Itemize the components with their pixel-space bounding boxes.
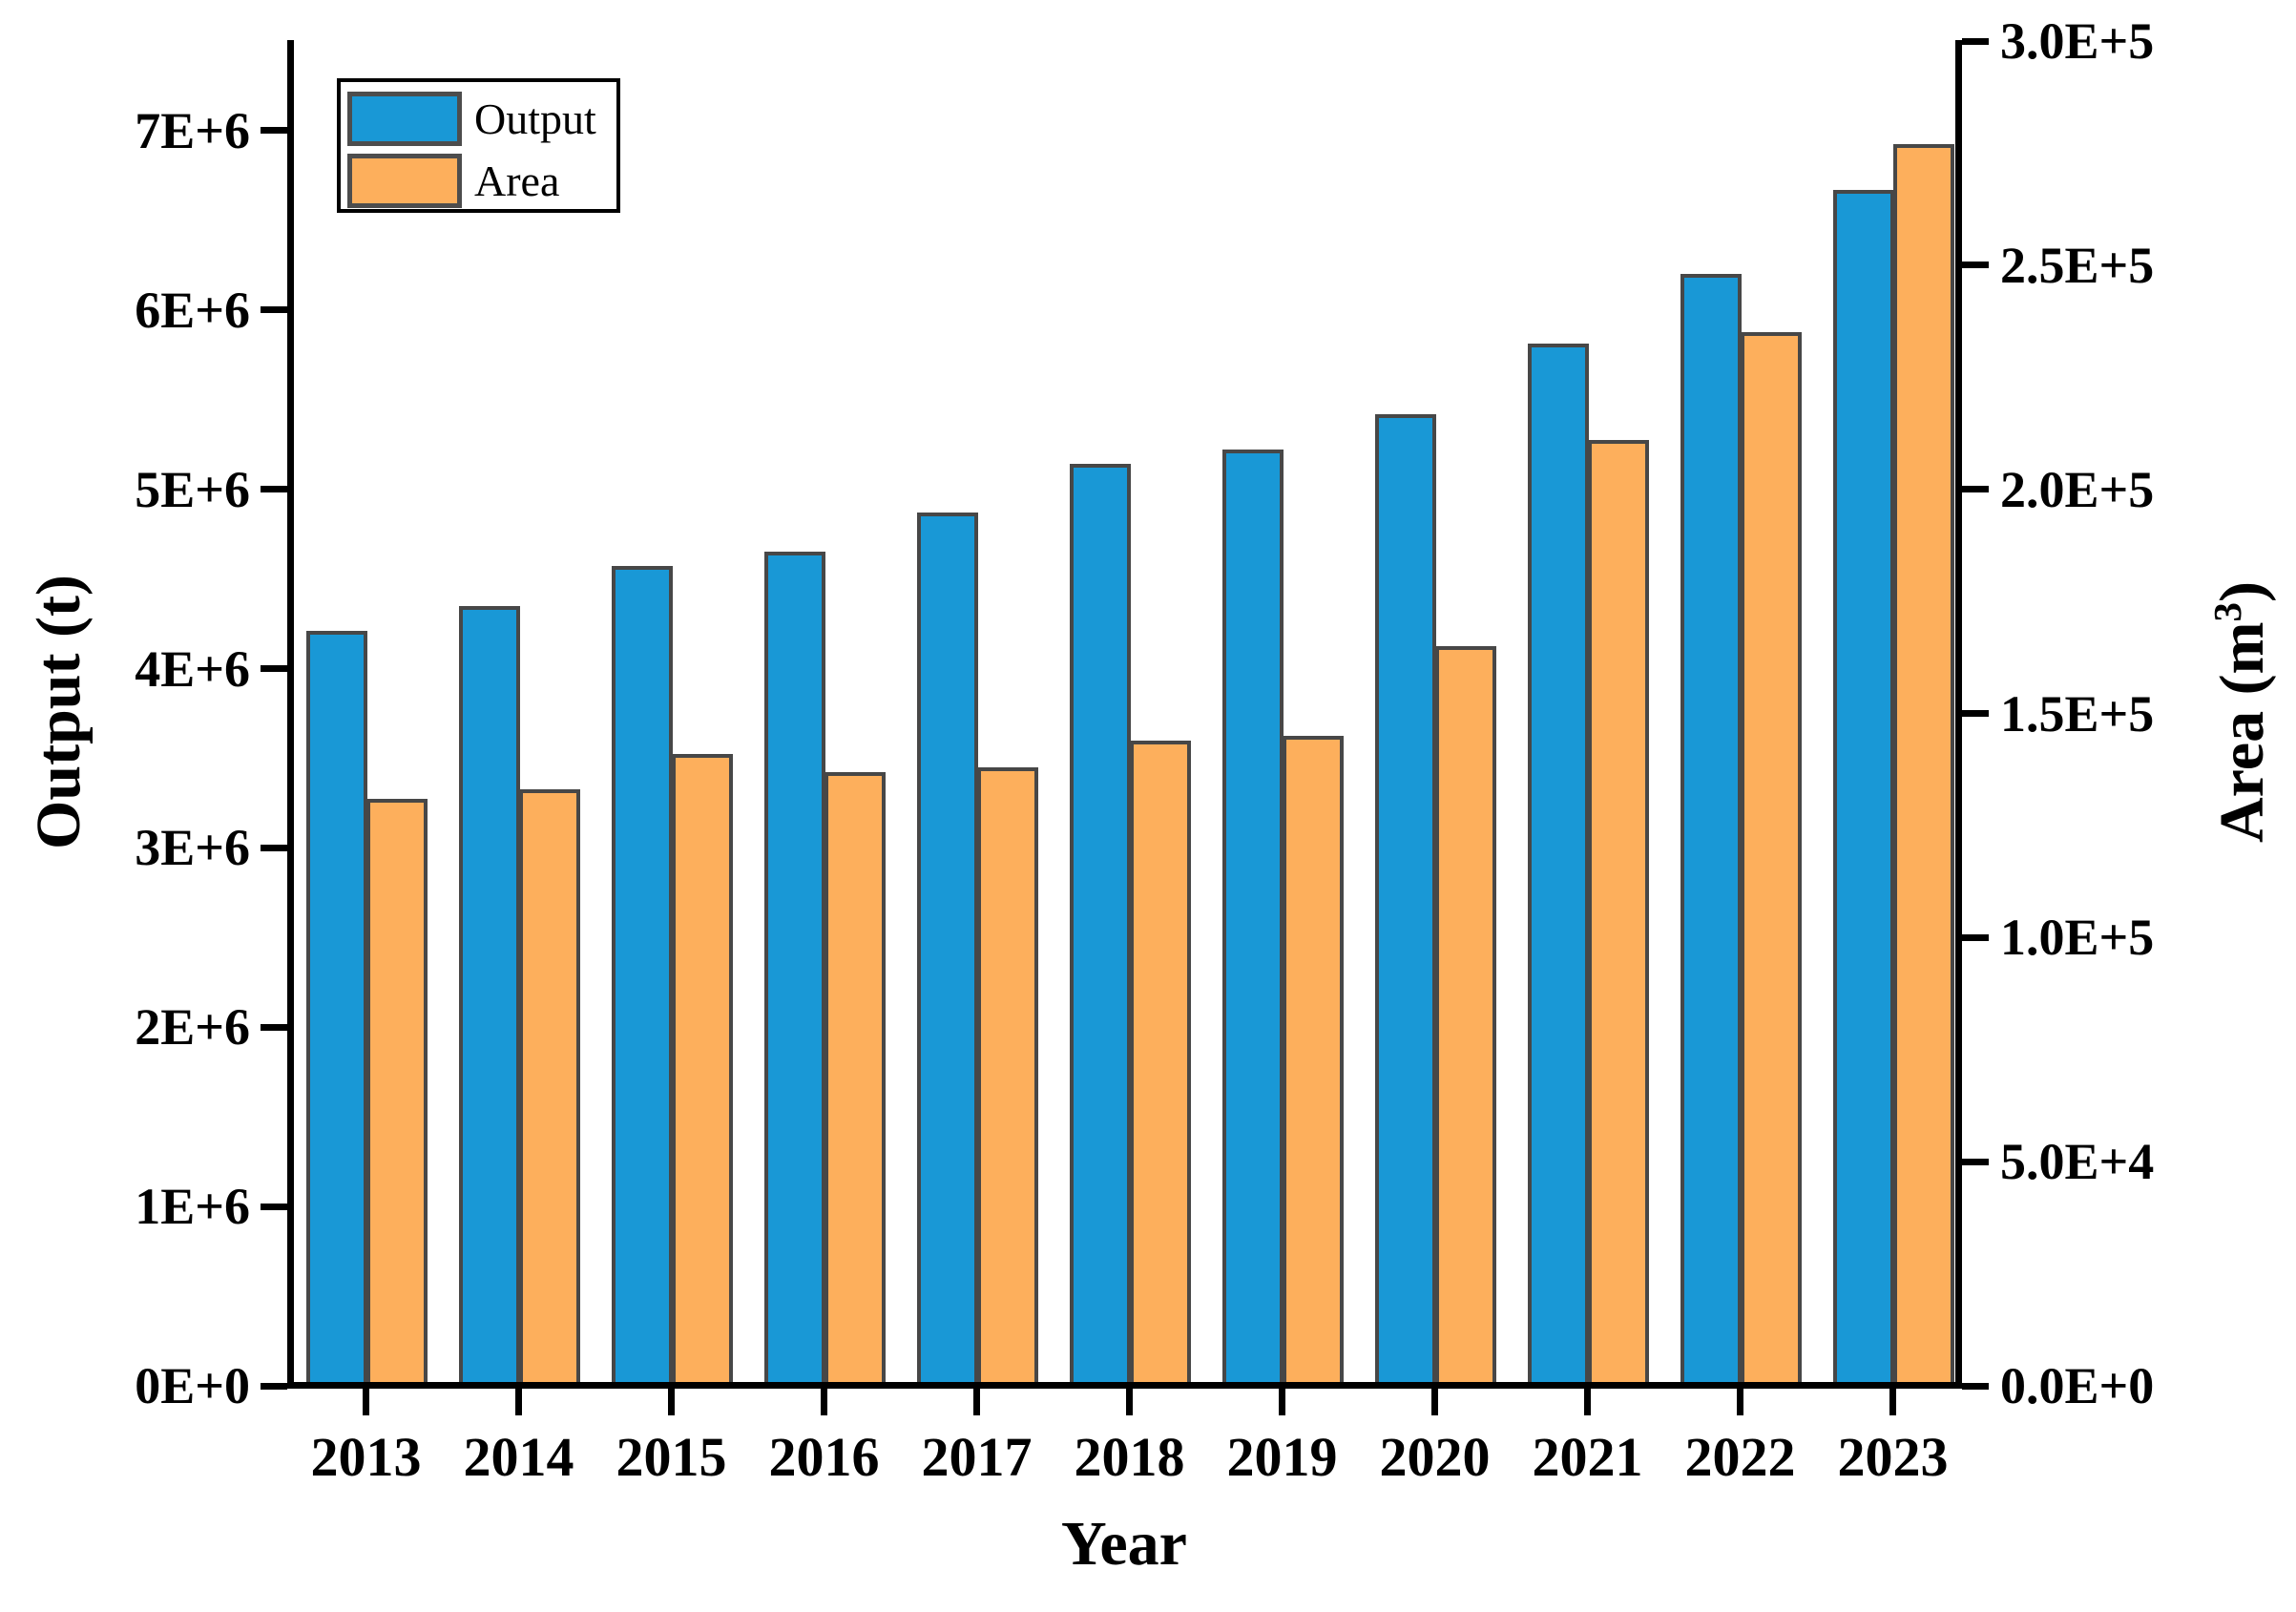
legend-label-area: Area (474, 157, 560, 205)
y-axis-right-title-sup: 3 (2206, 602, 2249, 622)
x-tick-label-2019: 2019 (1226, 1426, 1338, 1488)
bar-output-2018 (1069, 464, 1131, 1389)
legend-swatch-area (347, 154, 462, 208)
bar-area-2020 (1434, 646, 1496, 1389)
y-left-tick-2E+6 (261, 1023, 287, 1031)
y-right-tick-2.5E+5 (1962, 262, 1989, 269)
y-left-tick-0E+0 (261, 1382, 287, 1390)
y-right-tick-label-0.0E+0: 0.0E+0 (2000, 1357, 2155, 1414)
x-tick-label-2021: 2021 (1532, 1426, 1643, 1488)
bar-area-2013 (365, 798, 428, 1389)
y-axis-right-title-post: ) (2207, 581, 2277, 603)
x-axis-title: Year (933, 1506, 1315, 1582)
x-tick-label-2023: 2023 (1837, 1426, 1949, 1488)
y-left-tick-5E+6 (261, 486, 287, 493)
y-right-tick-label-5.0E+4: 5.0E+4 (2000, 1133, 2155, 1191)
legend-label-output: Output (474, 94, 596, 143)
x-tick-label-2014: 2014 (463, 1426, 574, 1488)
y-left-tick-4E+6 (261, 665, 287, 673)
bar-output-2019 (1221, 450, 1284, 1389)
y-axis-left-title-text: Output (t) (24, 575, 94, 849)
y-right-tick-label-3.0E+5: 3.0E+5 (2000, 12, 2155, 70)
y-axis-right-title-pre: Area (m (2207, 621, 2277, 843)
x-tick-2013 (363, 1389, 369, 1415)
y-right-tick-label-1.5E+5: 1.5E+5 (2000, 684, 2155, 743)
y-right-tick-1.0E+5 (1962, 933, 1989, 941)
x-tick-2016 (821, 1389, 827, 1415)
x-tick-label-2020: 2020 (1379, 1426, 1491, 1488)
y-right-tick-label-1.0E+5: 1.0E+5 (2000, 909, 2155, 967)
x-tick-2014 (515, 1389, 522, 1415)
y-left-tick-6E+6 (261, 306, 287, 314)
y-left-tick-label-1E+6: 1E+6 (135, 1178, 250, 1236)
bar-output-2017 (916, 513, 978, 1389)
y-right-tick-label-2.5E+5: 2.5E+5 (2000, 236, 2155, 294)
y-right-tick-1.5E+5 (1962, 710, 1989, 717)
bar-output-2014 (458, 605, 520, 1389)
x-tick-2023 (1889, 1389, 1896, 1415)
y-axis-left-title: Output (t) (21, 426, 97, 998)
y-left-tick-label-2E+6: 2E+6 (135, 998, 250, 1057)
bar-area-2014 (518, 789, 580, 1389)
y-right-tick-0.0E+0 (1962, 1382, 1989, 1390)
y-axis-right-title: Area (m3) (2204, 426, 2281, 998)
bar-area-2019 (1282, 735, 1344, 1389)
y-left-tick-3E+6 (261, 844, 287, 851)
bar-output-2013 (305, 631, 367, 1389)
bar-output-2021 (1527, 344, 1589, 1389)
x-axis-line (287, 1382, 1962, 1389)
x-tick-label-2022: 2022 (1684, 1426, 1796, 1488)
x-tick-2018 (1126, 1389, 1133, 1415)
legend-swatch-output (347, 92, 462, 146)
y-left-tick-7E+6 (261, 127, 287, 135)
bar-output-2015 (611, 566, 673, 1389)
bar-area-2017 (976, 766, 1038, 1389)
bar-area-2023 (1892, 144, 1954, 1389)
x-tick-2021 (1584, 1389, 1591, 1415)
bar-area-2016 (824, 771, 886, 1389)
y-right-tick-3.0E+5 (1962, 37, 1989, 45)
bar-output-2023 (1832, 189, 1894, 1389)
x-tick-2017 (973, 1389, 980, 1415)
bar-output-2016 (763, 552, 825, 1389)
y-left-tick-label-6E+6: 6E+6 (135, 281, 250, 339)
y-left-tick-label-7E+6: 7E+6 (135, 101, 250, 159)
x-tick-2020 (1431, 1389, 1438, 1415)
y-axis-left-line (287, 40, 294, 1389)
x-tick-2019 (1279, 1389, 1285, 1415)
bar-output-2020 (1374, 413, 1436, 1389)
y-left-tick-label-5E+6: 5E+6 (135, 460, 250, 518)
x-axis-title-text: Year (1061, 1509, 1187, 1579)
x-tick-2015 (668, 1389, 675, 1415)
bar-output-2022 (1680, 274, 1742, 1389)
y-left-tick-label-3E+6: 3E+6 (135, 819, 250, 877)
legend: Output Area (337, 78, 620, 213)
y-left-tick-label-0E+0: 0E+0 (135, 1357, 250, 1414)
bar-area-2015 (671, 753, 733, 1389)
y-axis-right-line (1955, 40, 1962, 1389)
x-tick-label-2018: 2018 (1074, 1426, 1185, 1488)
bar-area-2021 (1587, 440, 1649, 1389)
y-left-tick-label-4E+6: 4E+6 (135, 639, 250, 698)
x-tick-label-2016: 2016 (768, 1426, 880, 1488)
y-right-tick-2.0E+5 (1962, 486, 1989, 493)
y-right-tick-label-2.0E+5: 2.0E+5 (2000, 460, 2155, 518)
bar-area-2022 (1740, 332, 1802, 1389)
bar-area-2018 (1129, 740, 1191, 1389)
x-tick-label-2013: 2013 (310, 1426, 422, 1488)
y-right-tick-5.0E+4 (1962, 1158, 1989, 1165)
x-tick-label-2017: 2017 (921, 1426, 1033, 1488)
x-tick-2022 (1737, 1389, 1743, 1415)
y-left-tick-1E+6 (261, 1203, 287, 1210)
x-tick-label-2015: 2015 (616, 1426, 727, 1488)
